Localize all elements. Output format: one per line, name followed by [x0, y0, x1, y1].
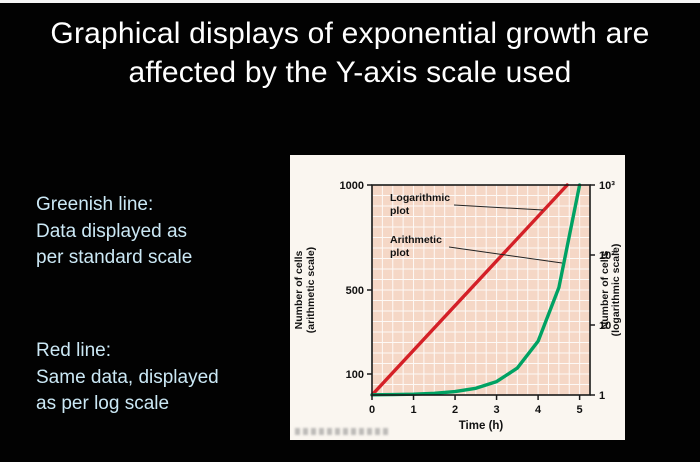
x-tick-label: 3 — [494, 404, 500, 416]
right-axis-title: (logarithmic scale) — [610, 244, 622, 337]
x-tick-label: 0 — [369, 404, 375, 416]
annotation-label: plot — [390, 205, 410, 217]
left-axis-title: Number of cells — [293, 250, 305, 329]
annotation-label: plot — [390, 247, 410, 259]
logarithmic-plot-line — [370, 183, 569, 397]
note-greenish-line: Greenish line: Data displayed as per sta… — [36, 194, 193, 269]
right-tick-label: 10 — [599, 320, 611, 332]
right-tick-label: 10³ — [599, 180, 615, 192]
annotation-label: Logarithmic — [390, 192, 450, 204]
left-tick-label: 100 — [346, 369, 364, 381]
left-tick-label: 1000 — [340, 180, 364, 192]
annotation-leader — [448, 246, 563, 264]
right-axis-title: Number of cells — [599, 250, 611, 329]
right-tick-label: 10² — [599, 250, 615, 262]
left-axis-title: (arithmetic scale) — [305, 247, 317, 333]
x-axis-title: Time (h) — [459, 420, 504, 432]
note-red-line: Red line: Same data, displayed as per lo… — [36, 340, 219, 415]
slide-title-line2: affected by the Y-axis scale used — [128, 56, 572, 89]
left-tick-label: 500 — [346, 285, 364, 297]
x-tick-label: 5 — [577, 404, 583, 416]
x-tick-label: 2 — [452, 404, 458, 416]
slide-title: Graphical displays of exponential growth… — [0, 14, 700, 92]
slide-title-line1: Graphical displays of exponential growth… — [50, 17, 650, 50]
top-border — [0, 0, 700, 3]
right-tick-label: 1 — [599, 390, 605, 402]
grid — [372, 185, 590, 395]
annotation-leader — [453, 204, 544, 211]
annotation-label: Arithmetic — [390, 234, 442, 246]
x-tick-label: 1 — [410, 404, 416, 416]
illegible-credit — [295, 428, 390, 435]
growth-chart: 0 1 2 3 4 5 Time (h) 1000 500 100 10³ 10² 10 1 Number … — [293, 180, 622, 432]
x-tick-label: 4 — [535, 404, 542, 416]
growth-chart-figure: 0 1 2 3 4 5 Time (h) 1000 500 100 10³ 10² 10 1 Number … — [290, 155, 625, 440]
